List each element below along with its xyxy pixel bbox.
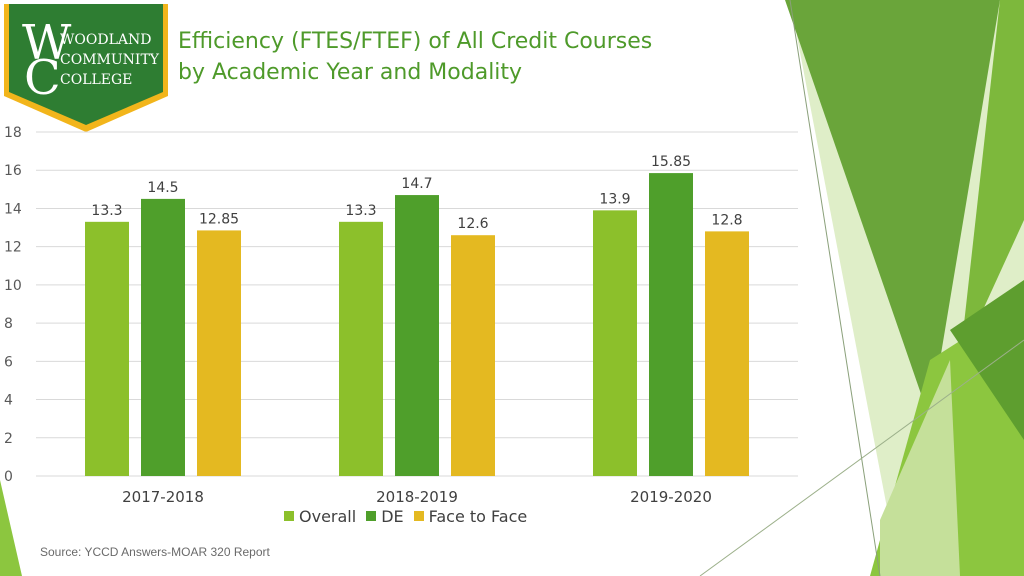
bar — [85, 221, 129, 476]
bar — [649, 173, 693, 477]
chart-title-line-2: by Academic Year and Modality — [178, 60, 523, 85]
y-tick-label: 16 — [4, 163, 22, 179]
x-tick-label: 2017-2018 — [122, 488, 204, 506]
legend-swatch — [413, 511, 424, 521]
y-tick-label: 4 — [4, 393, 13, 409]
y-axis: 0 2 4 6 8 10 12 14 16 18 — [4, 125, 22, 485]
chart-title-line-1: Efficiency (FTES/FTEF) of All Credit Cou… — [178, 29, 653, 54]
data-label: 14.7 — [401, 176, 432, 192]
y-tick-label: 0 — [4, 469, 13, 485]
legend-item: Overall — [284, 507, 356, 526]
legend-label: DE — [381, 506, 404, 526]
deco-shape-deep — [950, 280, 1024, 440]
deco-line — [699, 339, 1024, 576]
legend-swatch — [366, 511, 377, 521]
logo-shield — [9, 4, 163, 125]
bars — [85, 173, 749, 477]
logo-text-line: WOODLAND — [60, 32, 151, 48]
logo-w-mark: W — [22, 15, 72, 71]
data-label: 12.6 — [457, 216, 488, 232]
y-tick-label: 6 — [4, 354, 13, 370]
x-tick-label: 2018-2019 — [376, 488, 458, 506]
bar — [395, 195, 439, 477]
legend-swatch — [284, 511, 294, 521]
data-label: 12.85 — [199, 211, 239, 227]
bar — [593, 210, 637, 476]
data-labels: 13.3 14.5 12.85 13.3 14.7 12.6 13.9 15.85 12.8 — [91, 154, 742, 232]
legend-item: Face to Face — [413, 506, 528, 526]
legend-item: DE — [366, 506, 404, 526]
logo-text-line: COMMUNITY — [60, 52, 160, 68]
legend: Overall DE Face to Face — [284, 506, 537, 526]
y-tick-label: 12 — [4, 240, 22, 256]
legend-label: Face to Face — [428, 506, 528, 526]
college-logo: W C WOODLAND COMMUNITY COLLEGE — [4, 4, 168, 132]
deco-shape-corner — [0, 480, 22, 576]
x-tick-label: 2019-2020 — [630, 488, 712, 506]
source-note: Source: YCCD Answers-MOAR 320 Report — [40, 545, 270, 559]
data-label: 13.9 — [599, 191, 630, 207]
deco-line — [789, 0, 881, 576]
logo-c-mark: C — [24, 50, 61, 106]
logo-text-line: COLLEGE — [60, 72, 132, 88]
bar — [705, 231, 749, 476]
chart-title: Efficiency (FTES/FTEF) of All Credit Cou… — [178, 26, 652, 88]
legend-label: Overall — [299, 506, 357, 526]
bar — [197, 230, 241, 476]
deco-shape-mid — [960, 0, 1024, 360]
y-tick-label: 8 — [4, 316, 13, 332]
data-label: 14.5 — [147, 180, 178, 196]
data-label: 12.8 — [711, 212, 742, 228]
data-label: 13.3 — [91, 203, 122, 219]
bar — [339, 221, 383, 476]
deco-shape-dark — [785, 0, 1000, 420]
data-label: 13.3 — [345, 203, 376, 219]
y-tick-label: 18 — [4, 125, 22, 141]
deco-shape-light — [880, 360, 960, 576]
bar — [141, 198, 185, 476]
bar — [451, 235, 495, 476]
x-axis: 2017-2018 2018-2019 2019-2020 — [122, 488, 712, 506]
y-tick-label: 10 — [4, 278, 22, 294]
y-tick-label: 14 — [4, 201, 22, 217]
y-tick-label: 2 — [4, 431, 13, 447]
data-label: 15.85 — [651, 154, 691, 170]
